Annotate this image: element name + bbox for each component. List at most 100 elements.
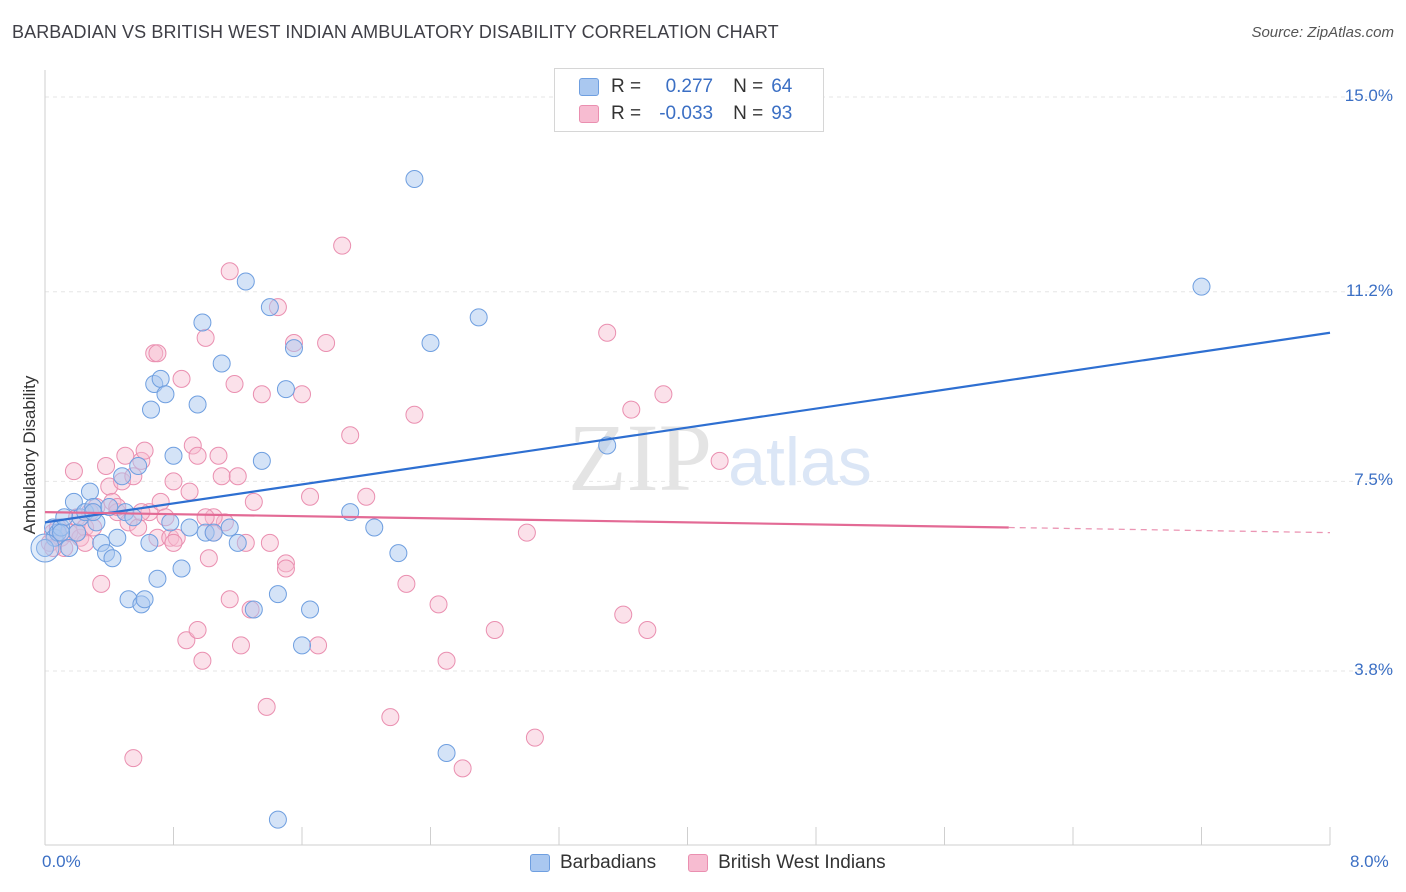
data-point-barbadians (1192, 277, 1211, 296)
data-point-british-west-indians (180, 482, 199, 501)
data-point-barbadians (236, 272, 255, 291)
data-point-barbadians (180, 518, 199, 537)
watermark: ZIP atlas (568, 404, 872, 511)
data-point-barbadians (156, 385, 175, 404)
r-value: -0.033 (659, 103, 714, 124)
y-tick-label: 3.8% (1354, 660, 1393, 679)
data-point-british-west-indians (231, 636, 250, 655)
data-point-british-west-indians (196, 508, 215, 527)
data-point-barbadians (301, 600, 320, 619)
data-point-british-west-indians (341, 426, 360, 445)
data-point-barbadians (389, 544, 408, 563)
data-point-british-west-indians (317, 334, 336, 352)
data-point-british-west-indians (260, 533, 279, 552)
axes (44, 70, 1331, 846)
data-point-british-west-indians (183, 436, 202, 455)
data-point-barbadians (52, 523, 71, 542)
data-point-british-west-indians (164, 472, 183, 491)
data-point-british-west-indians (164, 533, 183, 552)
data-point-british-west-indians (188, 621, 207, 639)
data-point-british-west-indians (622, 400, 641, 419)
data-point-british-west-indians (193, 651, 212, 670)
data-point-barbadians (161, 513, 180, 532)
data-point-british-west-indians (453, 759, 472, 778)
data-point-barbadians (437, 744, 456, 762)
r-label: R = (611, 103, 642, 124)
x-tick-min: 0.0% (42, 852, 81, 871)
legend-row-british-west-indians: R = -0.033 N = 93 (579, 103, 792, 125)
blue-swatch (579, 78, 599, 96)
data-point-barbadians (220, 518, 239, 537)
data-point-barbadians (421, 334, 440, 352)
data-point-barbadians (108, 528, 127, 547)
data-point-british-west-indians (167, 528, 186, 547)
data-point-british-west-indians (333, 236, 352, 255)
data-point-barbadians (172, 559, 191, 578)
data-point-barbadians (188, 395, 207, 414)
data-point-british-west-indians (397, 574, 416, 593)
trend-line-british-west-indians (44, 511, 1009, 529)
chart-title: BARBADIAN VS BRITISH WEST INDIAN AMBULAT… (12, 22, 779, 42)
data-point-british-west-indians (97, 457, 116, 475)
data-point-british-west-indians (710, 451, 729, 470)
data-point-barbadians (405, 170, 424, 188)
data-point-british-west-indians (437, 651, 456, 670)
data-point-british-west-indians (405, 405, 424, 424)
data-point-british-west-indians (654, 385, 673, 404)
data-point-british-west-indians (116, 446, 135, 465)
data-point-barbadians (36, 539, 54, 557)
data-point-british-west-indians (135, 441, 154, 460)
data-point-barbadians (142, 400, 161, 419)
legend-item-barbadians: Barbadians (530, 852, 656, 874)
n-label: N = (733, 103, 764, 124)
data-point-barbadians (293, 636, 311, 655)
data-point-barbadians (135, 590, 154, 609)
data-point-british-west-indians (151, 492, 170, 511)
data-point-barbadians (164, 446, 183, 465)
data-point-british-west-indians (225, 375, 244, 393)
data-point-barbadians (244, 600, 263, 619)
data-point-british-west-indians (220, 262, 239, 281)
data-point-barbadians (60, 539, 79, 557)
y-tick-label: 11.2% (1346, 280, 1393, 300)
watermark-zip: ZIP (568, 404, 712, 511)
data-point-british-west-indians (614, 605, 633, 624)
data-point-british-west-indians (220, 590, 239, 609)
data-point-barbadians (151, 369, 170, 388)
trend-line-british-west-indians-extension (1008, 526, 1331, 534)
data-point-barbadians (80, 482, 99, 501)
chart-source: Source: ZipAtlas.com (1251, 24, 1394, 41)
data-point-british-west-indians (172, 369, 191, 388)
data-point-barbadians (252, 451, 271, 470)
data-point-british-west-indians (196, 328, 215, 347)
data-point-barbadians (204, 523, 223, 542)
data-point-british-west-indians (148, 344, 167, 363)
data-point-british-west-indians (209, 446, 228, 465)
data-point-british-west-indians (429, 595, 448, 614)
data-point-british-west-indians (301, 487, 320, 506)
data-point-barbadians (68, 523, 87, 542)
data-point-barbadians (228, 533, 247, 552)
data-point-barbadians (260, 298, 279, 317)
legend-item-british-west-indians: British West Indians (688, 852, 886, 874)
n-value: 64 (771, 76, 793, 97)
data-point-barbadians (276, 380, 295, 399)
data-point-british-west-indians (212, 467, 231, 486)
trend-lines (44, 331, 1331, 534)
data-point-british-west-indians (638, 621, 657, 639)
trend-line-barbadians (44, 331, 1331, 524)
data-point-barbadians (113, 467, 132, 486)
data-point-barbadians (212, 354, 231, 373)
n-value: 93 (771, 103, 793, 124)
data-point-british-west-indians (199, 549, 218, 568)
data-point-british-west-indians (252, 385, 271, 404)
data-point-british-west-indians (188, 446, 207, 465)
data-point-barbadians (148, 569, 167, 588)
pink-swatch (688, 854, 709, 872)
data-point-british-west-indians (124, 749, 143, 768)
data-point-barbadians (268, 810, 287, 829)
r-label: R = (611, 76, 642, 97)
data-point-barbadians (469, 308, 488, 327)
data-point-british-west-indians (177, 631, 196, 650)
